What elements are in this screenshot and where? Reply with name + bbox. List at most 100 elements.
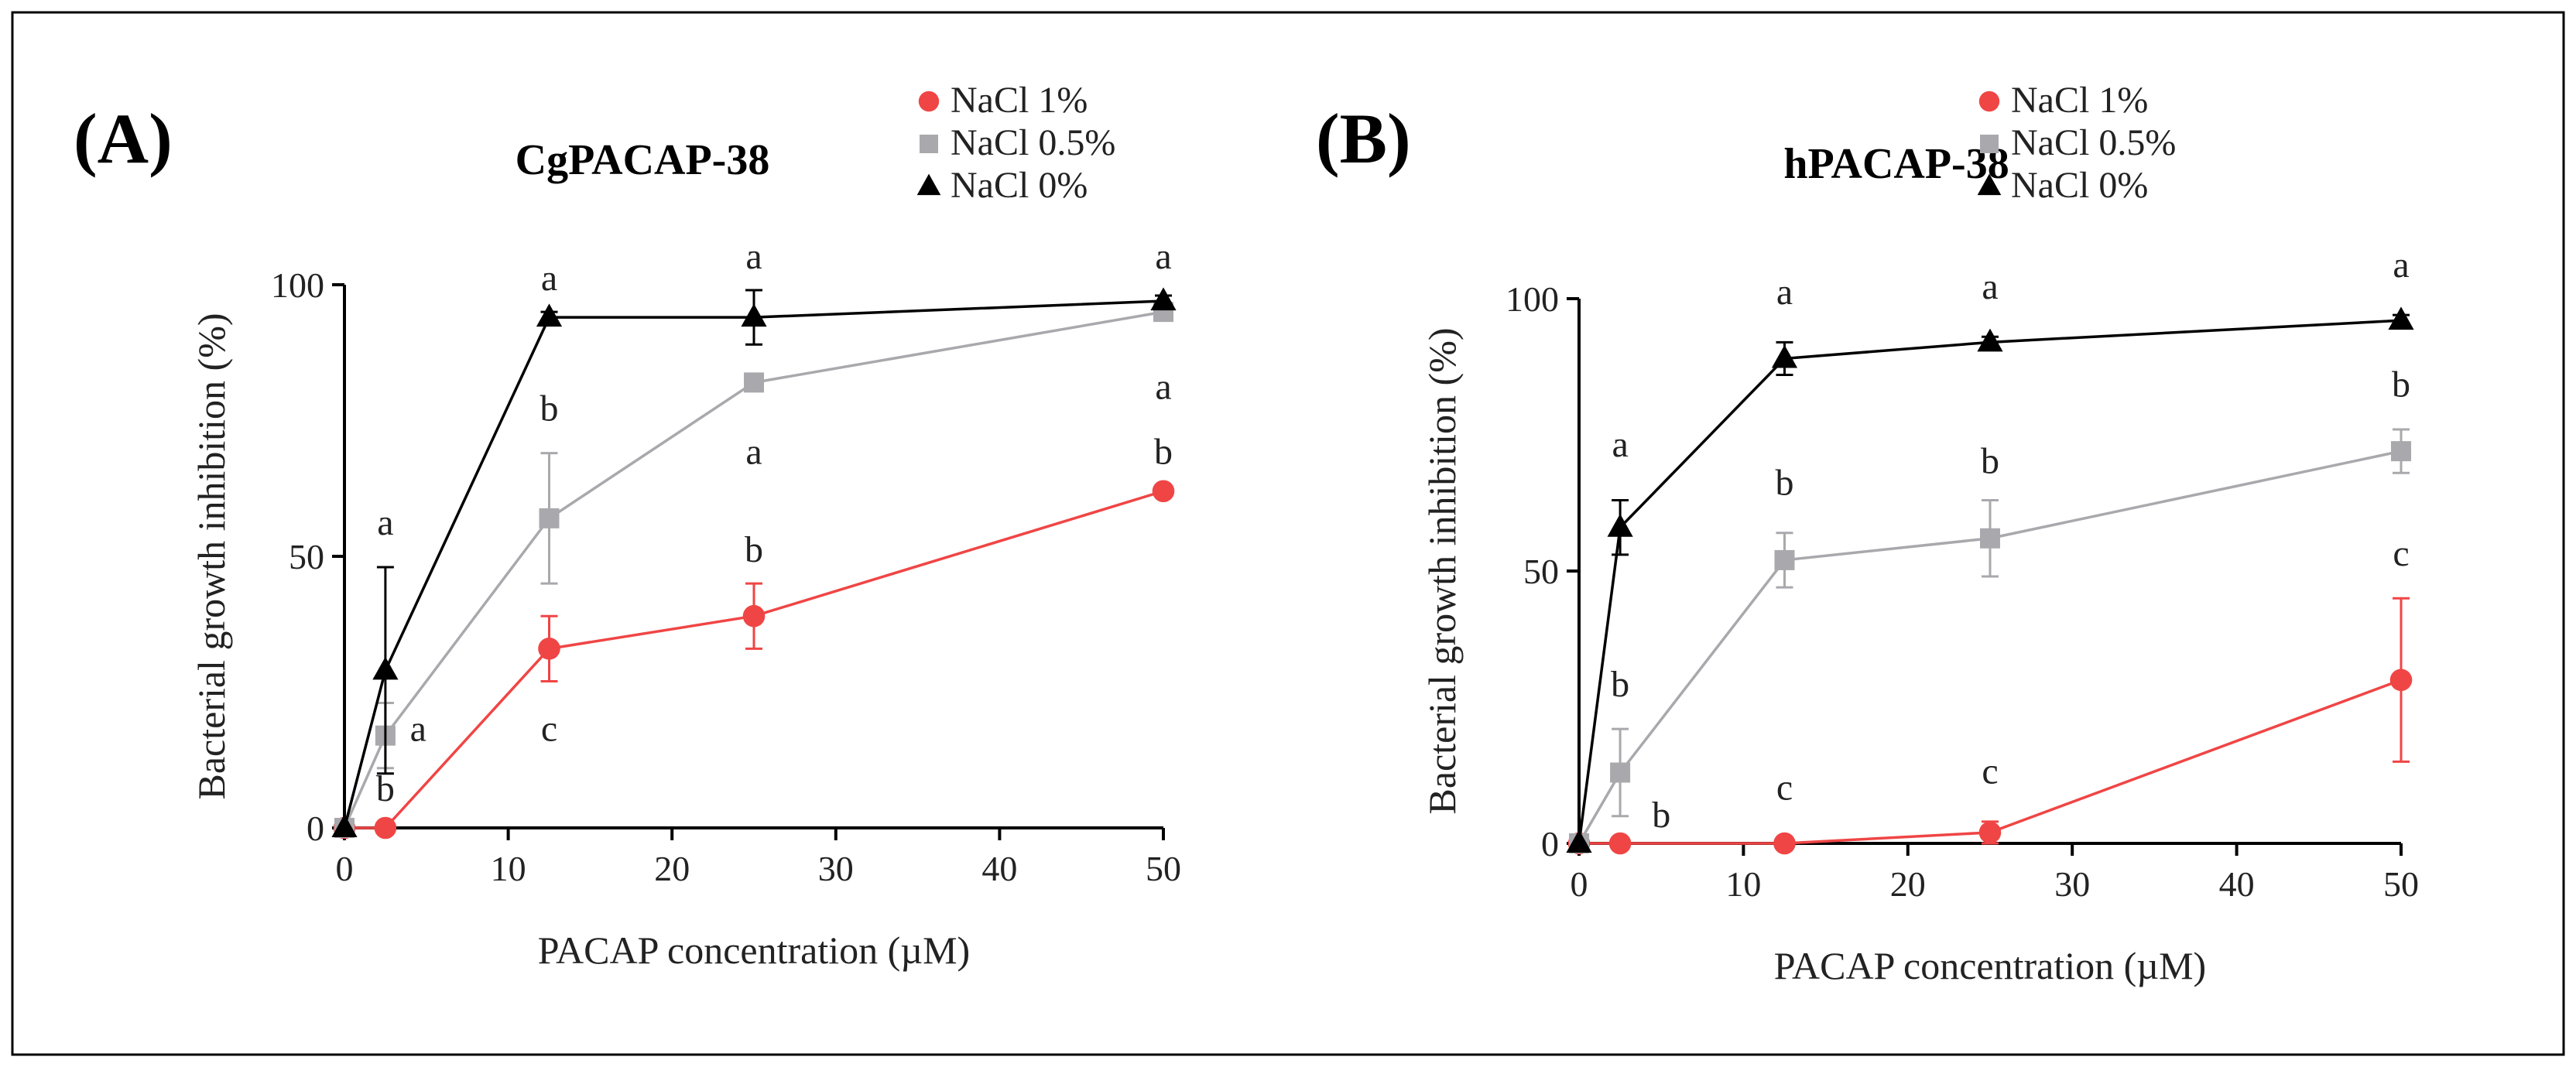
significance-letter: b <box>1652 795 1670 836</box>
panel-b: (B) hPACAP-38 0 10 20 30 40 50 0 50 100 PACAP conce… <box>1316 80 2419 987</box>
legend-label: NaCl 0% <box>951 165 1088 206</box>
data-point-square <box>1980 528 2000 549</box>
significance-letter: a <box>745 236 762 277</box>
legend-entry: NaCl 1% <box>918 80 1088 121</box>
significance-letter: a <box>1776 272 1793 313</box>
data-point-triangle <box>2388 306 2414 330</box>
x-tick-label: 50 <box>1146 849 1181 888</box>
data-point-circle <box>1773 832 1796 855</box>
legend-entry: NaCl 0% <box>916 165 1088 206</box>
significance-letter: a <box>1155 366 1171 407</box>
data-point-triangle <box>1150 287 1177 311</box>
panel-a: (A) CgPACAP-38 0 10 20 30 40 50 0 50 100 PACAP conc… <box>74 80 1181 972</box>
x-axis-title: PACAP concentration (µM) <box>538 928 970 972</box>
data-point-triangle <box>331 814 358 838</box>
y-tick-label: 0 <box>1541 824 1559 864</box>
significance-letter: b <box>1981 440 1999 481</box>
x-tick-label: 10 <box>1725 864 1761 904</box>
significance-letter: a <box>377 502 393 543</box>
significance-letter: a <box>745 432 762 473</box>
legend-entry: NaCl 0.5% <box>1980 122 2176 163</box>
significance-letter: b <box>745 529 763 570</box>
chart-title: hPACAP-38 <box>1783 140 2009 188</box>
data-point-triangle <box>1977 173 2002 196</box>
data-point-square <box>1610 762 1631 783</box>
x-tick-label: 30 <box>2054 864 2090 904</box>
data-point-triangle <box>1977 328 2003 352</box>
significance-letter: a <box>541 258 557 299</box>
significance-letter: a <box>1612 424 1628 465</box>
significance-letter: b <box>1611 664 1629 705</box>
x-tick-label: 40 <box>2219 864 2255 904</box>
data-point-circle <box>538 638 560 660</box>
data-point-triangle <box>372 656 399 680</box>
legend-label: NaCl 0.5% <box>951 122 1115 163</box>
legend-label: NaCl 1% <box>2011 80 2148 121</box>
significance-letter: a <box>1155 236 1171 277</box>
data-point-triangle <box>1607 513 1633 537</box>
data-point-square <box>539 508 560 528</box>
data-point-circle <box>1152 480 1175 503</box>
legend-entry: NaCl 1% <box>1978 80 2148 121</box>
significance-letter: b <box>540 388 559 429</box>
data-point-square <box>1980 135 1999 153</box>
data-point-circle <box>1978 821 2002 844</box>
figure-border <box>11 11 2565 1056</box>
series-square <box>1569 428 2411 853</box>
data-point-circle <box>374 816 397 840</box>
data-point-triangle <box>916 173 941 196</box>
data-point-circle <box>2389 669 2413 692</box>
legend-label: NaCl 0% <box>2011 165 2148 206</box>
y-tick-label: 0 <box>307 809 324 848</box>
x-tick-label: 30 <box>818 849 854 888</box>
significance-letter: c <box>1776 768 1793 809</box>
y-tick-label: 50 <box>289 537 324 576</box>
x-axis-title: PACAP concentration (µM) <box>1774 944 2206 987</box>
data-point-circle <box>1978 91 2000 112</box>
x-tick-label: 20 <box>654 849 690 888</box>
data-point-circle <box>1608 832 1632 855</box>
significance-letter: a <box>1982 266 1998 307</box>
x-tick-label: 0 <box>1571 864 1588 904</box>
data-point-triangle <box>536 303 563 327</box>
series-triangle <box>1566 306 2414 853</box>
significance-letter: b <box>1776 462 1794 503</box>
significance-letter: a <box>2393 245 2409 286</box>
x-tick-label: 40 <box>981 849 1017 888</box>
x-tick-label: 50 <box>2383 864 2419 904</box>
data-point-square <box>1774 549 1795 570</box>
data-point-square <box>2391 441 2411 462</box>
x-tick-label: 0 <box>336 849 354 888</box>
data-point-triangle <box>741 303 767 327</box>
data-point-square <box>920 135 938 153</box>
data-point-square <box>744 372 764 393</box>
data-point-triangle <box>1566 829 1592 853</box>
x-tick-label: 10 <box>491 849 526 888</box>
series-triangle <box>331 287 1177 838</box>
significance-letter: a <box>410 709 426 750</box>
x-tick-label: 20 <box>1890 864 1926 904</box>
y-axis-title: Bacterial growth inhibition (%) <box>190 313 233 799</box>
legend-entry: NaCl 0.5% <box>920 122 1115 163</box>
legend-label: NaCl 1% <box>951 80 1088 121</box>
y-tick-label: 50 <box>1523 552 1559 591</box>
y-tick-label: 100 <box>1506 279 1559 319</box>
significance-letter: b <box>2392 364 2410 405</box>
significance-letter: c <box>541 709 557 750</box>
legend-entry: NaCl 0% <box>1977 165 2148 206</box>
significance-letter: c <box>2393 533 2409 574</box>
panel-label: (A) <box>74 99 173 178</box>
legend-label: NaCl 0.5% <box>2011 122 2176 163</box>
significance-letter: b <box>1154 432 1173 473</box>
chart-title: CgPACAP-38 <box>516 136 770 184</box>
y-tick-label: 100 <box>271 265 324 305</box>
data-point-circle <box>742 604 766 628</box>
panel-label: (B) <box>1316 99 1411 178</box>
data-point-circle <box>918 91 940 112</box>
significance-letter: c <box>1982 751 1998 792</box>
y-axis-title: Bacterial growth inhibition (%) <box>1420 327 1464 814</box>
series-circle <box>333 480 1175 840</box>
significance-letter: b <box>376 768 395 809</box>
data-point-triangle <box>1771 344 1798 368</box>
